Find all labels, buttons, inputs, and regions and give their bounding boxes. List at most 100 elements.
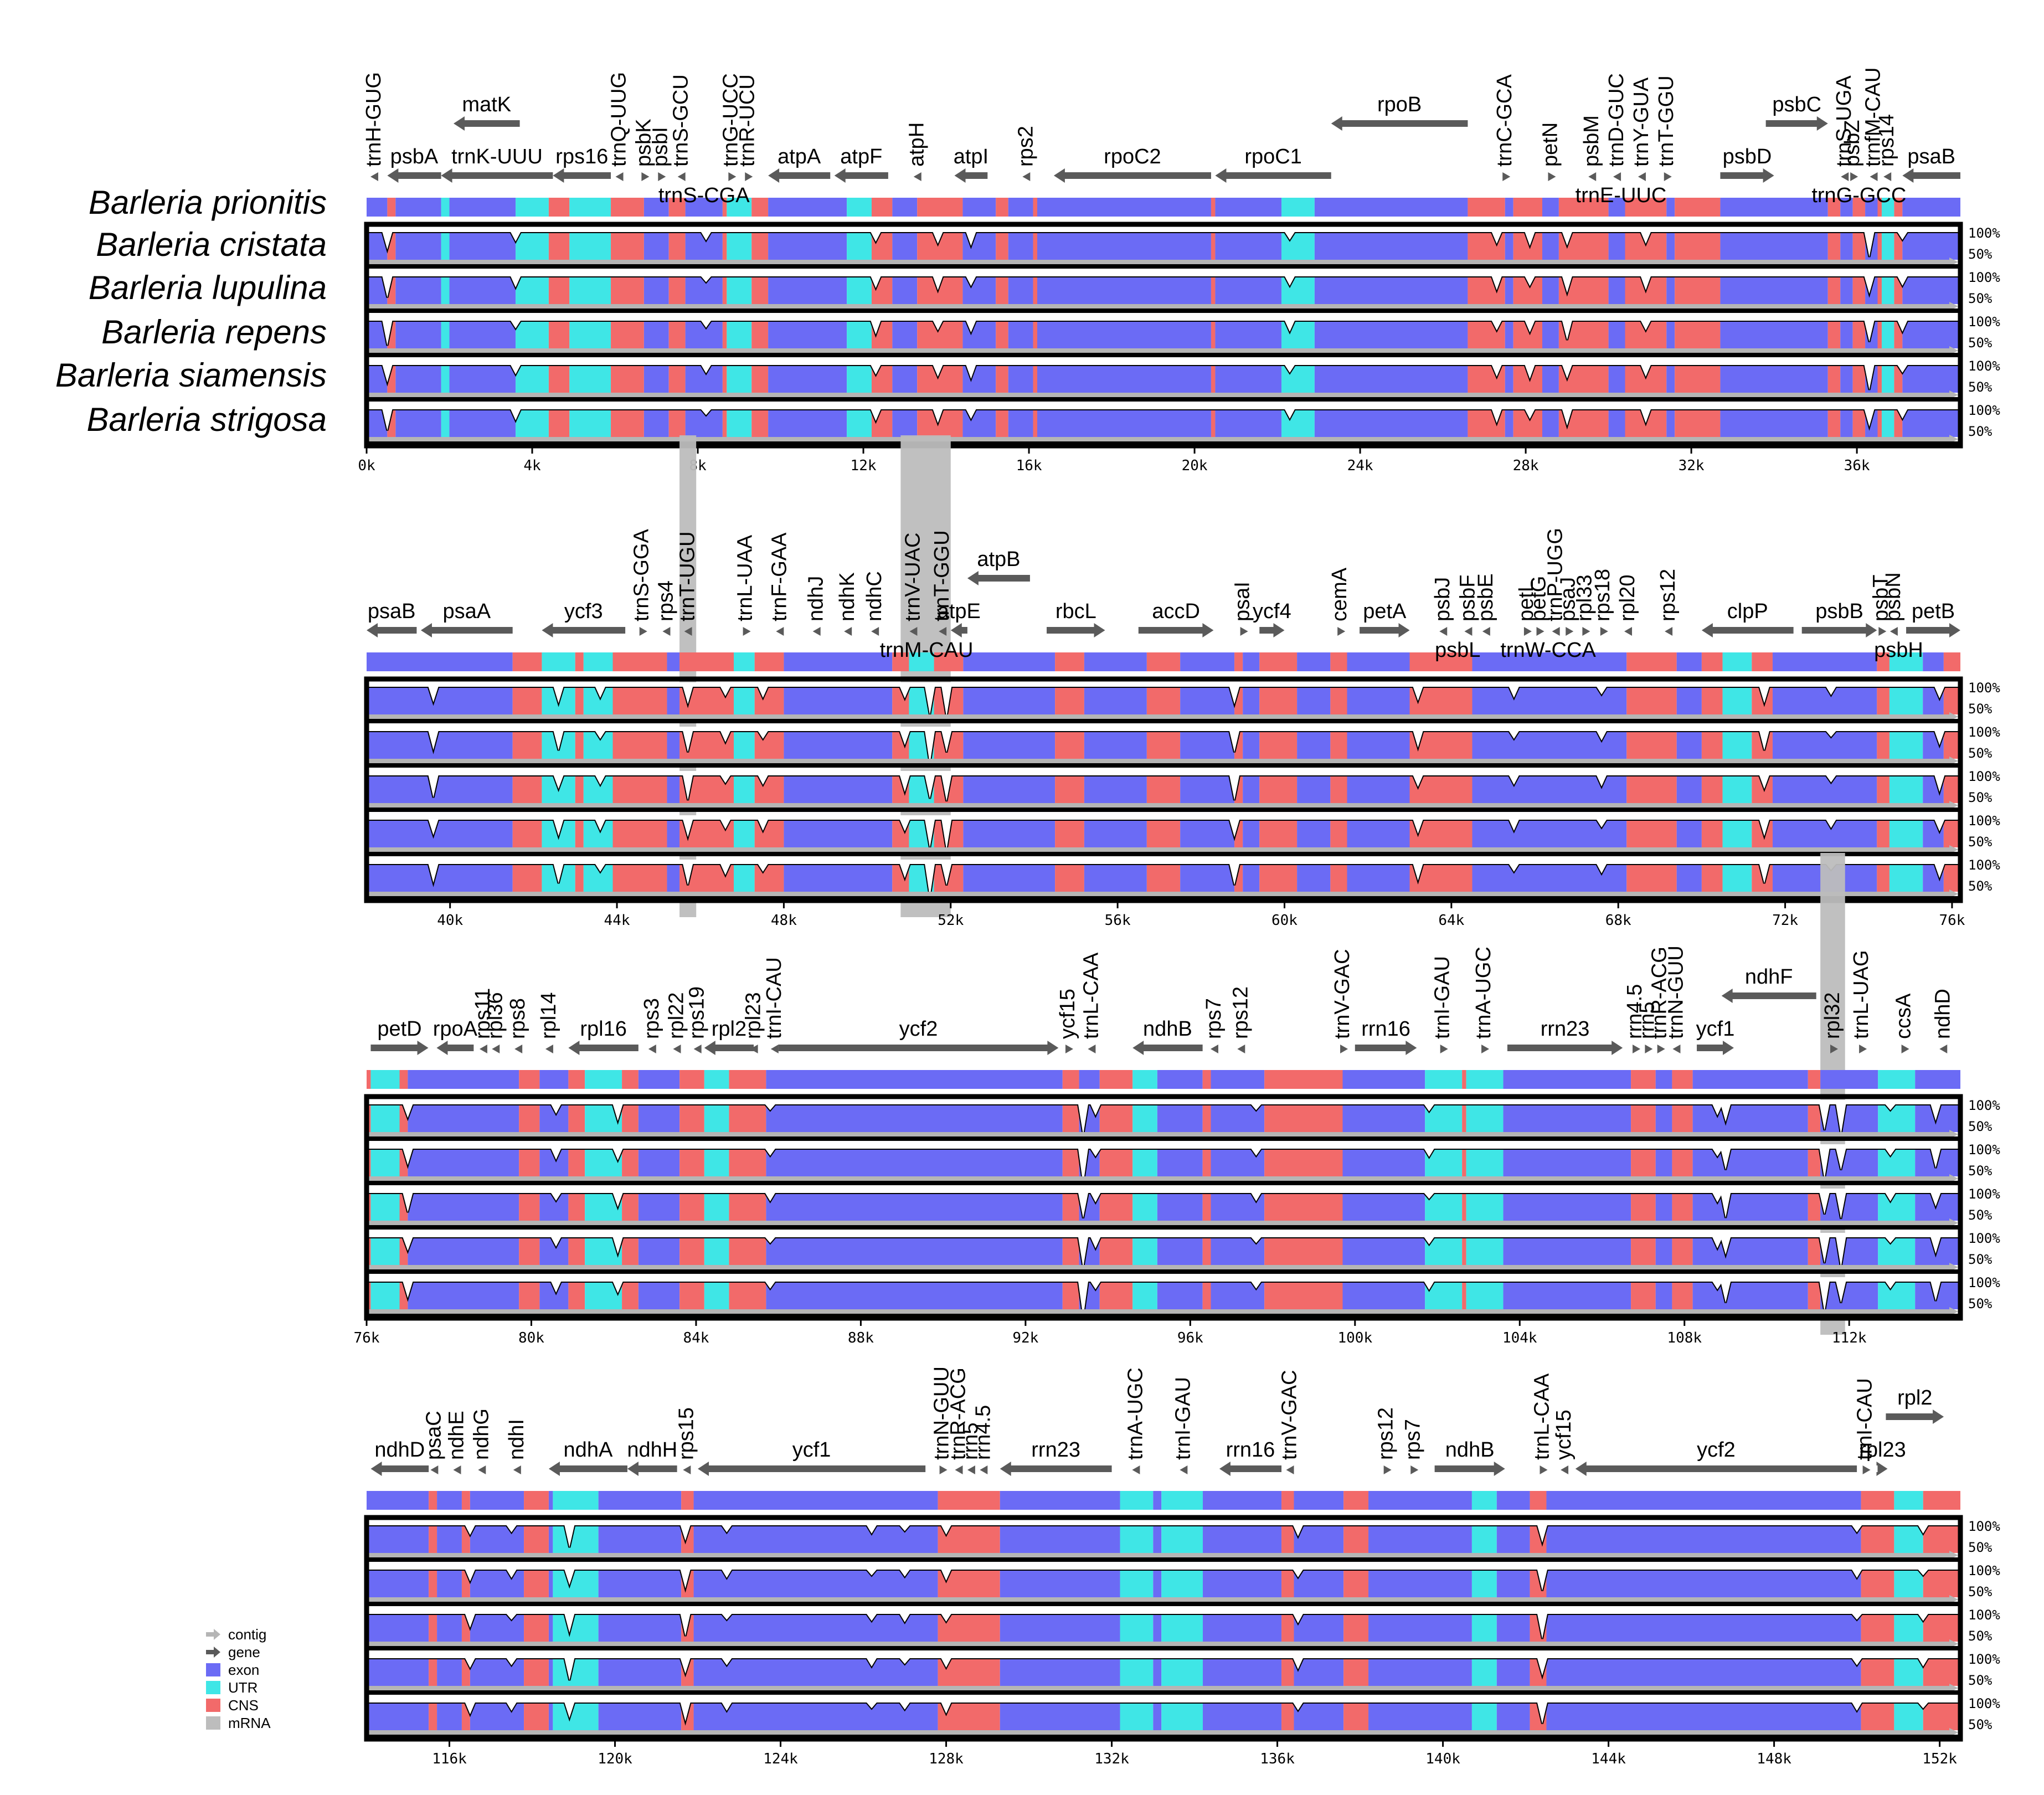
identity-fill xyxy=(367,1144,1960,1185)
gene-label: rpoC2 xyxy=(1104,145,1161,168)
gene-arrow xyxy=(1482,627,1490,636)
gene-label: cemA xyxy=(1328,567,1351,621)
identity-block xyxy=(441,272,450,304)
gene-arrow xyxy=(1507,1041,1623,1055)
gene-arrow xyxy=(514,1045,523,1053)
annotation-block xyxy=(1472,652,1627,671)
gene-label: trnH-GUG xyxy=(362,72,385,167)
gene-arrow xyxy=(1210,1045,1218,1053)
identity-label-50: 50% xyxy=(1968,1540,1992,1555)
annotation-block xyxy=(934,652,964,671)
gene-arrow xyxy=(513,1465,521,1474)
annotation-block xyxy=(395,198,441,217)
annotation-block xyxy=(1881,198,1894,217)
annotation-block xyxy=(1626,652,1677,671)
identity-label-100: 100% xyxy=(1968,1275,2000,1290)
identity-label-50: 50% xyxy=(1968,1628,1992,1644)
identity-label-100: 100% xyxy=(1968,1098,2000,1113)
gene-arrow xyxy=(370,1041,429,1055)
annotation-block xyxy=(516,198,549,217)
annotation-block xyxy=(1297,652,1331,671)
annotation-block xyxy=(367,1491,429,1510)
gene-arrow xyxy=(1645,1045,1653,1053)
identity-label-50: 50% xyxy=(1968,1119,1992,1134)
annotation-block xyxy=(1878,1070,1916,1089)
gene-label: trnR-ACG xyxy=(946,1367,970,1460)
gene-label: rpl33 xyxy=(1573,575,1596,622)
contig-arrow-icon xyxy=(206,1628,220,1641)
alignment-frame xyxy=(364,676,1963,903)
identity-label-50: 50% xyxy=(1968,745,1992,761)
annotation-block xyxy=(1215,198,1282,217)
gene-arrow xyxy=(1701,623,1794,637)
axis-tick-label: 16k xyxy=(1016,457,1042,474)
gene-label: trnT-UGU xyxy=(676,531,699,621)
gene-label: rps14 xyxy=(1875,114,1898,167)
axis-tick-label: 108k xyxy=(1667,1330,1702,1346)
annotation-block xyxy=(1342,1070,1425,1089)
gene-arrow xyxy=(967,571,1030,585)
annotation-block xyxy=(1915,1070,1960,1089)
gene-arrow xyxy=(1065,1045,1073,1053)
species-label: Barleria prionitis xyxy=(88,184,327,221)
axis-tick-label: 32k xyxy=(1679,457,1705,474)
annotation-block xyxy=(1368,1491,1472,1510)
gene-label: ndhF xyxy=(1745,965,1793,989)
gene-arrow xyxy=(1638,172,1646,181)
legend-label: exon xyxy=(228,1661,260,1678)
identity-block xyxy=(1462,1233,1466,1265)
identity-fill xyxy=(367,727,1960,764)
identity-block xyxy=(1852,405,1866,437)
annotation-block xyxy=(1692,1070,1808,1089)
gene-arrow xyxy=(441,168,553,183)
identity-fill xyxy=(367,1277,1960,1318)
gene-arrow xyxy=(677,172,686,181)
gene-label: ycf1 xyxy=(792,1438,831,1462)
gene-arrow xyxy=(1053,168,1211,183)
annotation-block xyxy=(693,1491,938,1510)
identity-block xyxy=(429,1521,437,1553)
annotation-block xyxy=(1820,1070,1878,1089)
gene-label: rps4 xyxy=(654,580,677,621)
gene-arrow xyxy=(568,1041,639,1055)
identity-block xyxy=(1505,405,1513,437)
gene-label: trnQ-UUG xyxy=(607,72,631,167)
annotation-block xyxy=(1259,652,1298,671)
legend: contig gene exon UTR CNS mRNA xyxy=(206,1626,271,1732)
gene-arrow xyxy=(1889,627,1898,636)
identity-block xyxy=(1881,361,1894,393)
annotation-block xyxy=(611,198,644,217)
identity-label-100: 100% xyxy=(1968,1519,2000,1534)
annotation-block xyxy=(1852,198,1866,217)
identity-block xyxy=(429,1654,437,1686)
gene-arrow xyxy=(967,1465,975,1474)
axis-tick-label: 12k xyxy=(851,457,877,474)
gene-label: psaB xyxy=(1907,145,1955,168)
gene-label: ycf3 xyxy=(564,600,603,623)
gene-label: psaJ xyxy=(1556,577,1579,621)
annotation-block xyxy=(1530,1491,1547,1510)
identity-block xyxy=(429,1565,437,1597)
identity-block xyxy=(1827,272,1841,304)
gene-arrow xyxy=(370,1462,429,1476)
identity-block xyxy=(1153,1654,1162,1686)
identity-label-100: 100% xyxy=(1968,1563,2000,1578)
gene-label: trnM-CAU xyxy=(880,639,974,662)
gene-arrow xyxy=(1340,1045,1348,1053)
annotation-block xyxy=(1462,1070,1466,1089)
axis-tick-label: 88k xyxy=(848,1330,874,1346)
gene-label: ndhK xyxy=(836,572,859,621)
gene-arrow xyxy=(1502,172,1511,181)
annotation-block xyxy=(1264,1070,1343,1089)
axis-tick-label: 132k xyxy=(1094,1751,1129,1767)
gene-label: rps16 xyxy=(555,145,608,168)
gene-label: atpI xyxy=(954,145,988,168)
annotation-block xyxy=(1281,198,1315,217)
gene-label: rps8 xyxy=(506,998,529,1039)
annotation-block xyxy=(727,198,752,217)
gene-arrow xyxy=(1633,1045,1641,1053)
gene-arrow xyxy=(542,623,626,637)
identity-block xyxy=(1281,1654,1294,1686)
gene-label: psaA xyxy=(443,600,491,623)
identity-block xyxy=(1211,405,1216,437)
